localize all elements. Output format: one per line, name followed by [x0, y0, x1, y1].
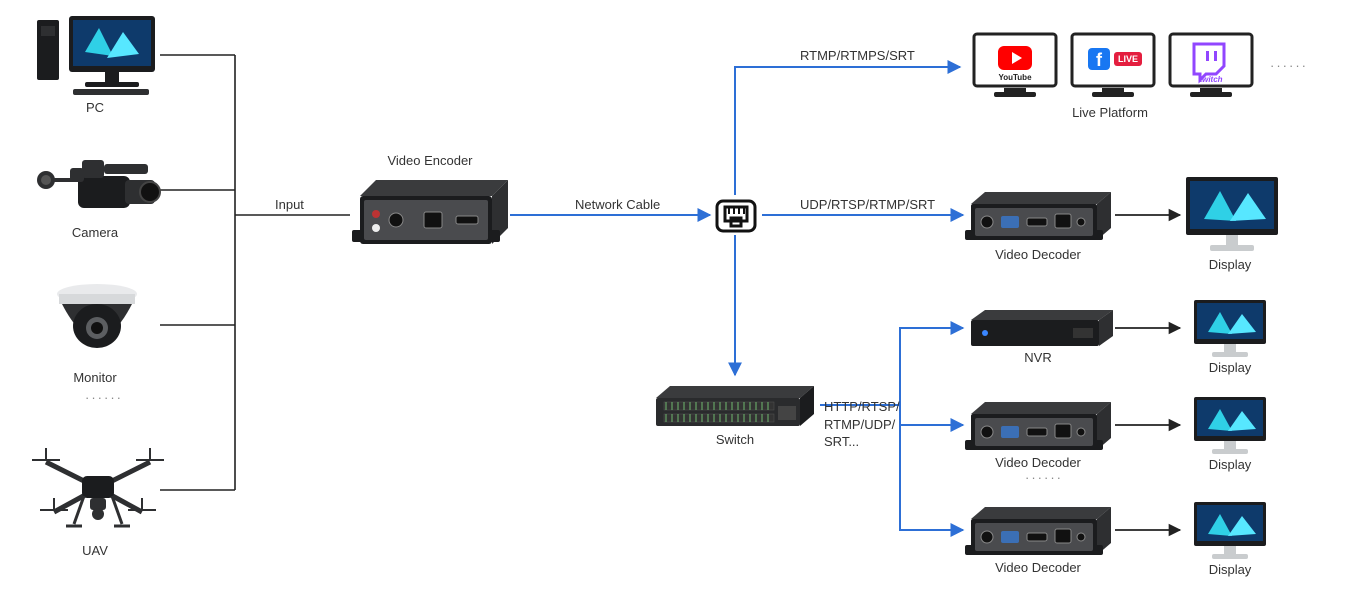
label-decoder1: Video Decoder: [978, 247, 1098, 262]
device-display-4: [1190, 500, 1270, 565]
device-monitor: [50, 280, 145, 373]
label-decoder3: Video Decoder: [978, 560, 1098, 575]
ellipsis-live: ······: [1270, 58, 1308, 73]
device-display-2: [1190, 298, 1270, 363]
svg-text:LIVE: LIVE: [1118, 54, 1138, 64]
label-switch: Switch: [675, 432, 795, 447]
label-network-cable: Network Cable: [575, 197, 660, 212]
label-udp: UDP/RTSP/RTMP/SRT: [800, 197, 935, 212]
label-monitor: Monitor: [35, 370, 155, 385]
device-camera: [30, 150, 165, 233]
device-decoder-2: [965, 398, 1115, 457]
label-pc: PC: [35, 100, 155, 115]
device-display-1: [1182, 175, 1282, 258]
device-decoder-1: [965, 188, 1115, 247]
device-nvr: [965, 306, 1117, 353]
device-live-facebook: f LIVE: [1068, 30, 1158, 105]
label-display2: Display: [1170, 360, 1290, 375]
label-nvr: NVR: [978, 350, 1098, 365]
device-encoder: [352, 170, 512, 263]
label-input: Input: [275, 197, 304, 212]
svg-text:YouTube: YouTube: [998, 73, 1032, 82]
label-http: HTTP/RTSP/ RTMP/UDP/ SRT...: [824, 398, 900, 451]
svg-text:twitch: twitch: [1199, 75, 1222, 84]
device-decoder-3: [965, 503, 1115, 562]
device-uav: [28, 440, 168, 543]
ellipsis-decoders: ······: [1025, 470, 1063, 485]
network-jack-icon: [713, 195, 759, 240]
device-display-3: [1190, 395, 1270, 460]
label-display1: Display: [1170, 257, 1290, 272]
label-camera: Camera: [35, 225, 155, 240]
label-display4: Display: [1170, 562, 1290, 577]
label-uav: UAV: [35, 543, 155, 558]
label-rtmp: RTMP/RTMPS/SRT: [800, 48, 915, 63]
device-switch: [650, 380, 820, 438]
label-encoder: Video Encoder: [370, 153, 490, 168]
svg-text:f: f: [1096, 50, 1103, 70]
device-live-youtube: YouTube: [970, 30, 1060, 105]
label-display3: Display: [1170, 457, 1290, 472]
ellipsis-sources: ······: [85, 390, 123, 405]
label-decoder2: Video Decoder: [978, 455, 1098, 470]
label-live: Live Platform: [1050, 105, 1170, 120]
device-pc: [35, 12, 160, 100]
device-live-twitch: twitch: [1166, 30, 1256, 105]
